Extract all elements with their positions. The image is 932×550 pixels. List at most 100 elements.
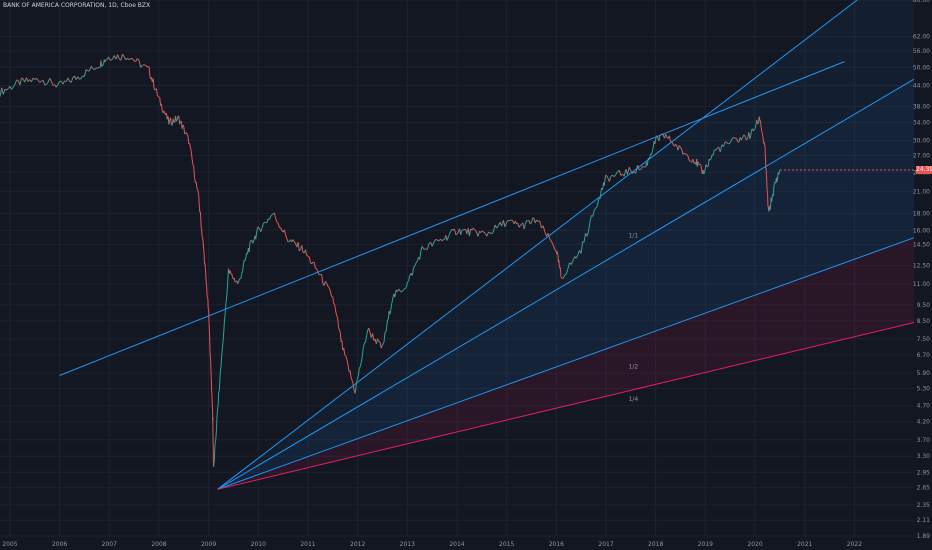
- price-segment: [64, 80, 67, 83]
- price-segment: [42, 80, 46, 86]
- price-segment: [293, 241, 297, 245]
- price-segment: [615, 171, 619, 175]
- price-segment: [240, 273, 243, 279]
- price-segment: [36, 77, 39, 81]
- price-segment: [524, 220, 527, 225]
- price-segment: [2, 89, 6, 95]
- price-segment: [735, 138, 739, 142]
- price-segment: [610, 174, 613, 177]
- price-segment: [334, 308, 337, 314]
- price-segment: [651, 150, 653, 155]
- price-segment: [0, 87, 3, 97]
- price-segment: [426, 243, 430, 250]
- price-segment: [382, 343, 384, 346]
- price-segment: [771, 196, 773, 202]
- price-segment: [220, 353, 223, 367]
- price-segment: [102, 64, 104, 66]
- price-segment: [316, 268, 319, 273]
- price-segment: [404, 287, 407, 289]
- x-tick-label: 2018: [648, 541, 663, 548]
- price-segment: [145, 65, 148, 68]
- price-segment: [703, 170, 706, 175]
- price-segment: [297, 241, 300, 252]
- price-segment: [224, 302, 227, 314]
- price-segment: [421, 246, 425, 250]
- price-segment: [575, 254, 579, 259]
- price-segment: [275, 218, 278, 223]
- price-segment: [454, 228, 457, 235]
- price-segment: [570, 260, 574, 265]
- price-segment: [362, 342, 365, 347]
- price-segment: [758, 116, 761, 122]
- y-tick-label: 11.00: [913, 281, 930, 288]
- price-segment: [390, 303, 393, 311]
- price-segment: [681, 149, 684, 155]
- price-segment: [387, 318, 389, 321]
- price-segment: [185, 132, 188, 135]
- price-segment: [744, 136, 747, 141]
- price-segment: [496, 225, 499, 229]
- price-segment: [1, 87, 4, 95]
- price-segment: [14, 79, 18, 85]
- price-segment: [57, 81, 61, 85]
- price-segment: [697, 161, 699, 164]
- x-tick-label: 2006: [52, 541, 67, 548]
- y-tick-label: 34.00: [913, 119, 930, 126]
- price-segment: [415, 260, 418, 264]
- price-segment: [24, 77, 27, 83]
- price-segment: [542, 225, 546, 232]
- fan-label: 1/2: [629, 363, 639, 370]
- price-segment: [675, 143, 678, 147]
- price-segment: [552, 244, 556, 250]
- price-segment: [529, 221, 532, 225]
- x-tick-label: 2014: [449, 541, 464, 548]
- price-segment: [227, 268, 229, 283]
- price-segment: [778, 173, 780, 175]
- price-segment: [133, 60, 136, 62]
- price-segment: [608, 175, 612, 182]
- price-segment: [194, 178, 196, 183]
- price-segment: [197, 190, 200, 195]
- price-segment: [341, 340, 344, 351]
- price-segment: [486, 232, 489, 237]
- y-tick-label: 80.00: [913, 0, 930, 4]
- price-segment: [305, 249, 308, 256]
- price-segment: [383, 332, 386, 342]
- price-segment: [613, 173, 617, 177]
- y-tick-label: 4.70: [917, 403, 931, 410]
- price-segment: [62, 80, 66, 85]
- y-tick-label: 12.50: [913, 263, 930, 270]
- price-segment: [222, 335, 224, 345]
- price-segment: [709, 158, 712, 161]
- price-segment: [31, 77, 34, 83]
- price-segment: [731, 137, 734, 140]
- price-segment: [746, 138, 748, 141]
- price-segment: [447, 233, 450, 238]
- channel-line: [59, 61, 845, 376]
- price-segment: [365, 335, 368, 343]
- price-segment: [586, 231, 589, 237]
- price-segment: [135, 58, 138, 62]
- price-segment: [6, 88, 9, 91]
- price-segment: [402, 289, 404, 292]
- price-segment: [738, 137, 741, 143]
- price-segment: [248, 242, 251, 252]
- price-segment: [160, 103, 163, 111]
- x-tick-label: 2016: [549, 541, 564, 548]
- price-segment: [92, 68, 95, 71]
- price-segment: [539, 220, 542, 229]
- price-segment: [50, 80, 54, 86]
- price-segment: [110, 58, 113, 61]
- price-segment: [549, 238, 552, 242]
- chart-title: BANK OF AMERICA CORPORATION, 1D, Cboe BZ…: [3, 2, 151, 9]
- price-segment: [262, 221, 265, 225]
- price-segment: [518, 225, 521, 228]
- price-segment: [528, 220, 531, 225]
- y-tick-label: 16.00: [913, 227, 930, 234]
- price-segment: [225, 296, 228, 303]
- x-tick-label: 2012: [350, 541, 365, 548]
- price-segment: [156, 88, 158, 96]
